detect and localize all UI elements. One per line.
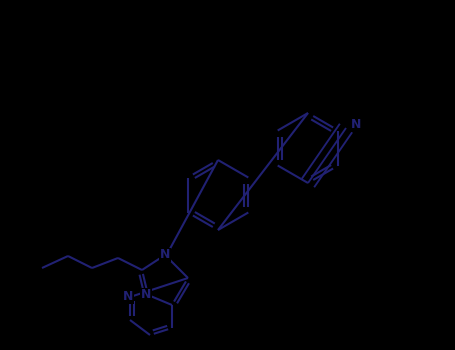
Text: N: N — [141, 288, 151, 301]
Text: N: N — [351, 119, 361, 132]
Text: N: N — [160, 248, 170, 261]
Text: N: N — [123, 290, 133, 303]
